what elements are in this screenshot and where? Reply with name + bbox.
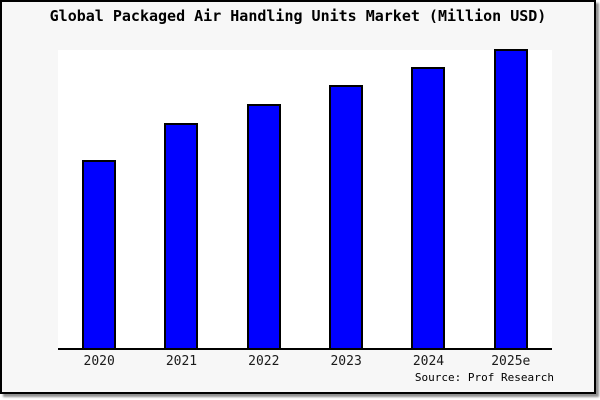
bar-2023 <box>329 85 364 348</box>
bar-slot-2023 <box>305 85 387 348</box>
bar-2024 <box>411 67 446 348</box>
chart-title: Global Packaged Air Handling Units Marke… <box>49 7 547 25</box>
bar-2020 <box>82 160 117 348</box>
x-tick-label-2021: 2021 <box>165 354 198 369</box>
chart-card: Global Packaged Air Handling Units Marke… <box>0 0 596 394</box>
x-tick-label-2024: 2024 <box>412 354 445 369</box>
bar-slot-2020 <box>58 160 140 348</box>
source-credit: Source: Prof Research <box>414 371 554 384</box>
plot-area <box>58 49 552 350</box>
bar-slot-2021 <box>140 123 222 348</box>
bar-slot-2025e <box>470 49 552 348</box>
bar-2022 <box>246 104 281 348</box>
x-tick-label-2022: 2022 <box>248 354 280 369</box>
x-tick-label-2023: 2023 <box>330 354 362 369</box>
bar-slot-2024 <box>387 67 469 348</box>
bar-slot-2022 <box>223 104 305 348</box>
bars-row <box>58 49 552 348</box>
bar-2021 <box>164 123 199 348</box>
x-axis-labels: 2020 2021 2022 2023 2024 2025e <box>58 354 552 369</box>
x-tick-label-2020: 2020 <box>83 354 115 369</box>
bar-2025e <box>493 49 528 348</box>
x-tick-label-2025e: 2025e <box>491 354 531 369</box>
